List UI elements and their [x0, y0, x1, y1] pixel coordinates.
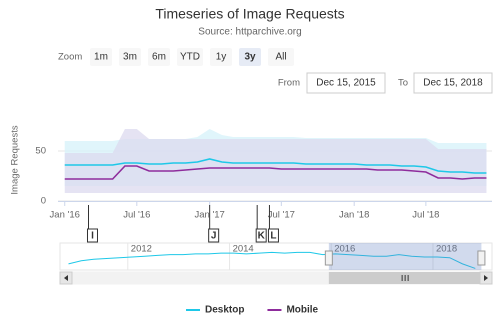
flag[interactable] [208, 228, 220, 243]
to-label: To [398, 78, 408, 89]
range-band [64, 129, 487, 193]
navigator-handle[interactable] [324, 250, 333, 266]
zoom-button-label[interactable]: 1m [94, 52, 108, 63]
legend-label[interactable]: Mobile [286, 305, 318, 316]
y-tick-label: 50 [35, 146, 46, 157]
zoom-button[interactable] [268, 48, 294, 66]
legend-label[interactable]: Desktop [205, 305, 244, 316]
zoom-button[interactable] [210, 48, 232, 66]
x-tick-label: Jan '18 [339, 210, 369, 221]
from-input[interactable] [306, 72, 386, 94]
zoom-button[interactable] [148, 48, 170, 66]
x-tick-label: Jan '16 [50, 210, 80, 221]
zoom-button-label[interactable]: All [275, 52, 286, 63]
from-label: From [278, 78, 300, 89]
x-tick-label: Jul '16 [123, 210, 150, 221]
zoom-button[interactable] [177, 48, 203, 66]
flag-label: J [211, 231, 217, 242]
flag[interactable] [86, 228, 98, 243]
navigator-tick-label: 2014 [233, 244, 254, 255]
y-tick-label: 0 [41, 196, 46, 207]
flag[interactable] [267, 228, 279, 243]
navigator-line [68, 251, 476, 269]
x-tick-label: Jul '17 [268, 210, 295, 221]
zoom-button[interactable] [90, 48, 112, 66]
zoom-button-label[interactable]: 6m [152, 52, 166, 63]
navigator-tick-label: 2018 [436, 244, 457, 255]
zoom-button[interactable] [119, 48, 141, 66]
flag-label: I [91, 231, 94, 242]
series-line [64, 158, 487, 174]
zoom-label: Zoom [58, 52, 82, 63]
navigator-tick-label: 2012 [131, 244, 152, 255]
zoom-button-label[interactable]: YTD [180, 52, 200, 63]
arrow-left [64, 275, 68, 281]
from-value[interactable]: Dec 15, 2015 [316, 78, 376, 89]
y-axis-title: Image Requests [10, 125, 21, 194]
arrow-right [484, 275, 488, 281]
zoom-button[interactable] [239, 48, 261, 66]
navigator-selection[interactable] [328, 243, 482, 270]
plot-area [64, 129, 487, 193]
to-value[interactable]: Dec 15, 2018 [423, 78, 483, 89]
zoom-button-label[interactable]: 3m [123, 52, 137, 63]
flag[interactable] [255, 228, 267, 243]
to-input[interactable] [413, 72, 493, 94]
zoom-button-label[interactable]: 1y [216, 52, 227, 63]
x-tick-label: Jul '18 [412, 210, 439, 221]
flag-label: K [258, 231, 266, 242]
chart-title: Timeseries of Image Requests [155, 6, 344, 22]
navigator-handle[interactable] [477, 250, 486, 266]
chart-subtitle: Source: httparchive.org [198, 27, 301, 38]
series-line [64, 165, 487, 180]
flag-label: L [270, 231, 276, 242]
navigator-tick-label: 2016 [334, 244, 355, 255]
zoom-button-label[interactable]: 3y [244, 52, 256, 63]
